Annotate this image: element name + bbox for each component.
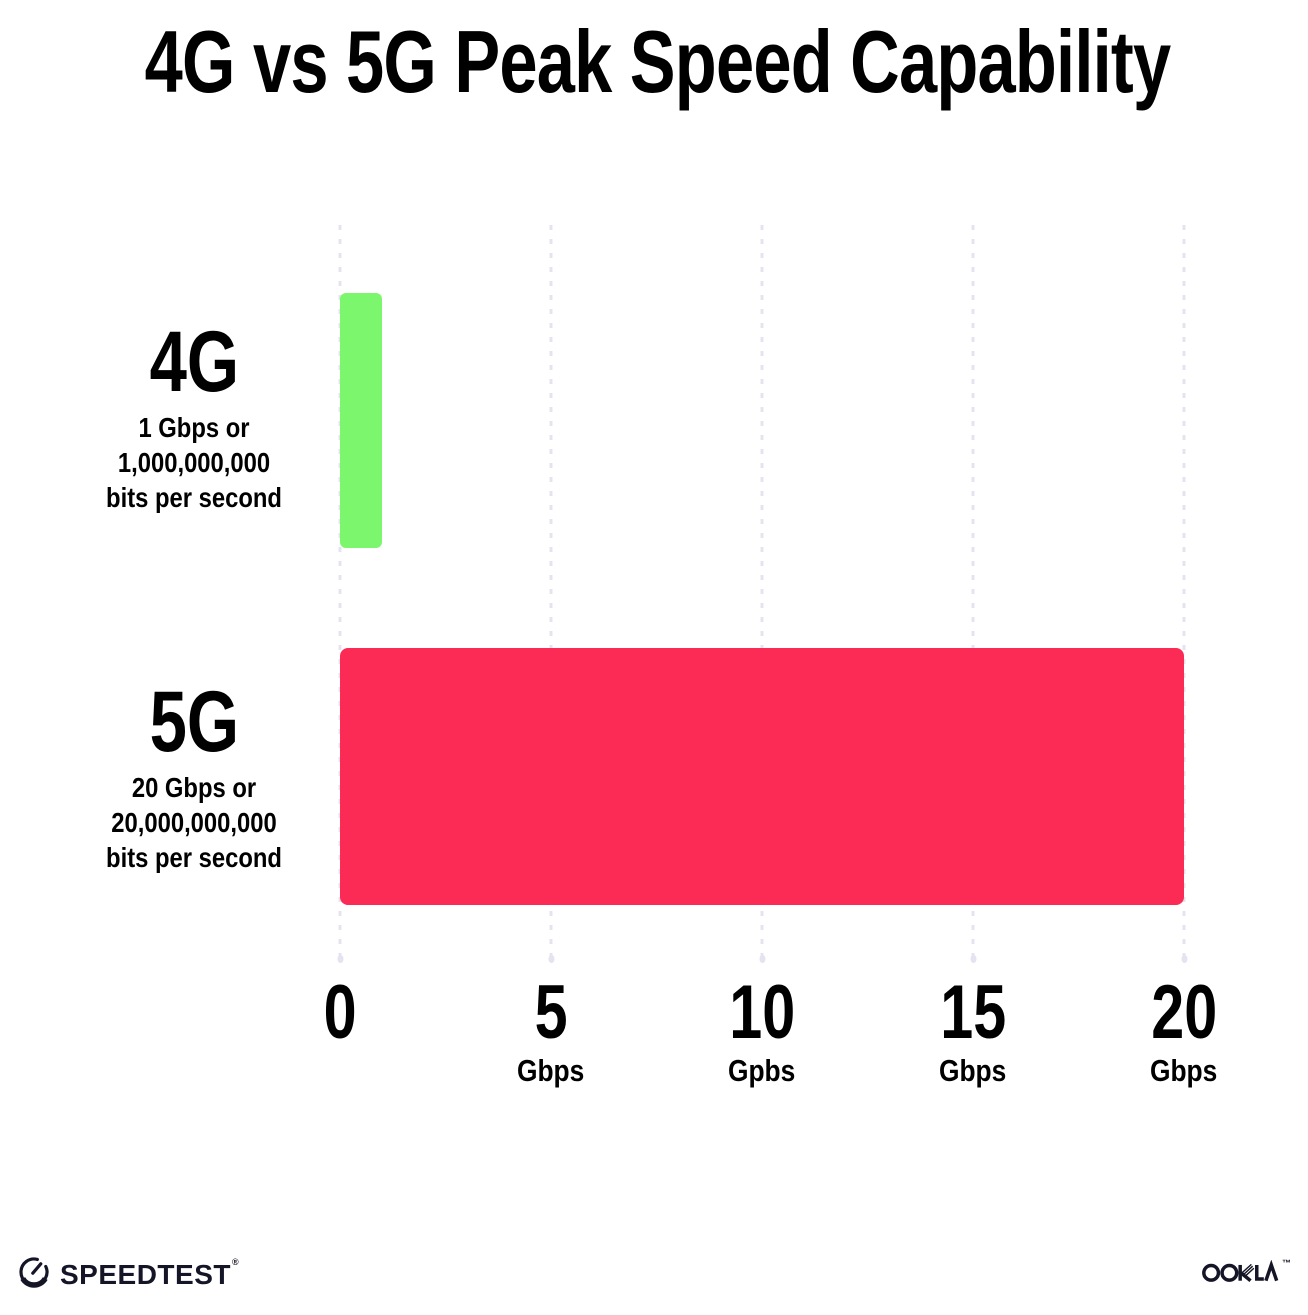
x-tick-10: 10 Gpbs xyxy=(632,975,892,1088)
row-label-5g-name: 5G xyxy=(149,674,239,770)
x-tick-10-unit: Gpbs xyxy=(728,1053,796,1088)
x-tick-5-unit: Gbps xyxy=(517,1053,585,1088)
x-tick-15-unit: Gbps xyxy=(939,1053,1007,1088)
sublabel-line: 1,000,000,000 xyxy=(117,447,271,478)
x-tick-15-label: 15 xyxy=(940,970,1006,1055)
bar-5g xyxy=(340,648,1184,905)
plot-area xyxy=(338,225,1186,958)
chart-title-text: 4G vs 5G Peak Speed Capability xyxy=(144,12,1172,111)
sublabel-line: 20,000,000,000 xyxy=(111,807,277,838)
row-label-5g-sublabel: 20 Gbps or 20,000,000,000 bits per secon… xyxy=(50,770,339,875)
gridline-20 xyxy=(1182,225,1186,958)
sublabel-line: bits per second xyxy=(106,482,282,513)
ookla-wordmark-icon xyxy=(1202,1259,1280,1289)
bar-4g xyxy=(340,293,383,548)
gridline-5 xyxy=(549,225,553,958)
sublabel-line: bits per second xyxy=(106,842,282,873)
ookla-logo: ™ xyxy=(1202,1258,1291,1289)
row-label-4g-sublabel: 1 Gbps or 1,000,000,000 bits per second xyxy=(50,410,339,515)
sublabel-line: 1 Gbps or xyxy=(138,412,250,443)
x-tick-5-label: 5 xyxy=(534,970,568,1055)
x-tick-15: 15 Gbps xyxy=(843,975,1103,1088)
row-label-4g: 4G 1 Gbps or 1,000,000,000 bits per seco… xyxy=(24,318,364,515)
gridline-0 xyxy=(338,225,342,958)
gridline-10 xyxy=(760,225,764,958)
x-tick-5: 5 Gbps xyxy=(421,975,681,1088)
sublabel-line: 20 Gbps or xyxy=(131,772,257,803)
speedtest-logo: SPEEDTEST® xyxy=(16,1254,240,1295)
row-label-4g-name: 4G xyxy=(149,314,239,410)
speedtest-gauge-icon xyxy=(16,1254,52,1295)
x-tick-10-label: 10 xyxy=(729,970,795,1055)
speedtest-trademark: ® xyxy=(231,1256,240,1267)
x-axis: 0 5 Gbps 10 Gpbs 15 Gbps 20 Gbps xyxy=(324,975,1218,1115)
ookla-trademark: ™ xyxy=(1282,1258,1291,1268)
x-tick-0: 0 xyxy=(210,975,470,1088)
x-tick-20-unit: Gbps xyxy=(1150,1053,1218,1088)
x-tick-20-label: 20 xyxy=(1151,970,1217,1055)
x-tick-0-label: 0 xyxy=(323,970,357,1055)
row-label-5g: 5G 20 Gbps or 20,000,000,000 bits per se… xyxy=(24,678,364,875)
x-tick-20: 20 Gbps xyxy=(1054,975,1308,1088)
gridline-15 xyxy=(971,225,975,958)
speedtest-wordmark: SPEEDTEST® xyxy=(60,1256,240,1290)
chart-title: 4G vs 5G Peak Speed Capability xyxy=(0,14,1308,110)
